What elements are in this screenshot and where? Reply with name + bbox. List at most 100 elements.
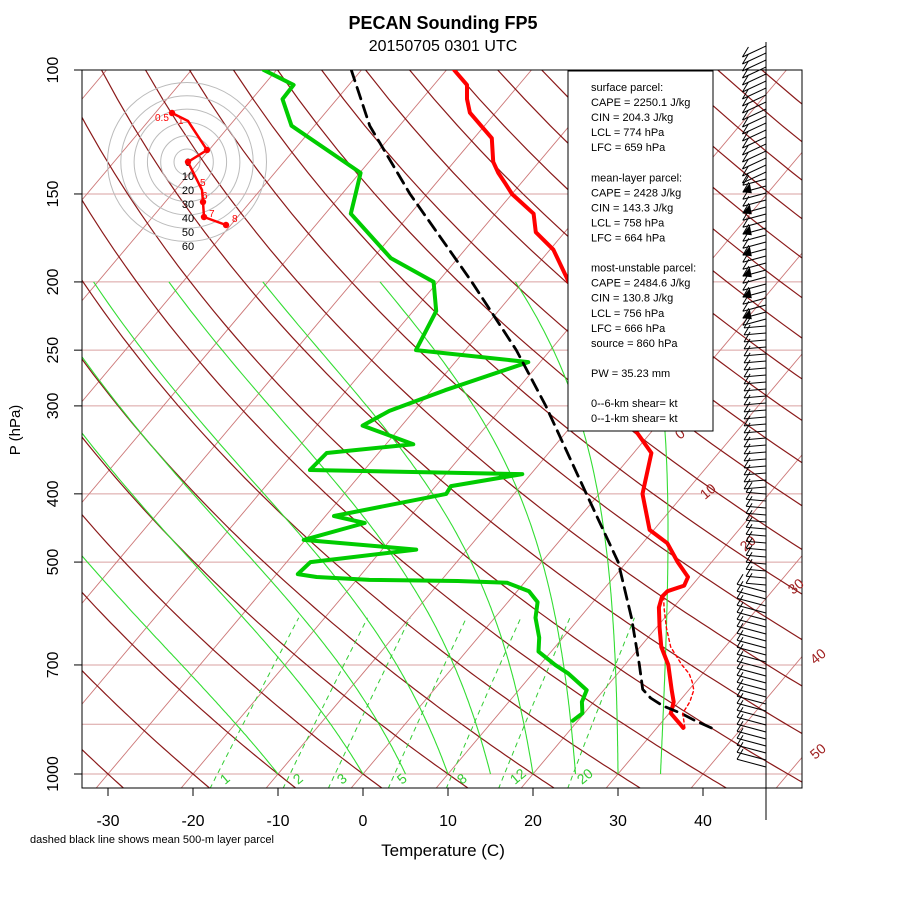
dewpoint-line — [264, 70, 587, 721]
wind-barb — [744, 452, 766, 454]
wind-barb — [744, 389, 766, 391]
hodograph-point — [223, 222, 229, 228]
hodograph-point-label: 0.5 — [155, 113, 169, 124]
hodograph-point-label: 6 — [202, 191, 208, 202]
mixing-ratio-line — [446, 618, 521, 789]
isotherm-line — [10, 70, 616, 789]
info-line: PW = 35.23 mm — [591, 368, 670, 380]
moist-adiabat — [263, 282, 533, 774]
wind-barb — [744, 375, 766, 377]
x-tick-label: -30 — [96, 813, 119, 830]
hodograph-point-label: 5 — [200, 178, 206, 189]
wind-barb — [744, 368, 766, 370]
hodograph-point-label: 1 — [178, 116, 184, 127]
x-tick-label: -20 — [181, 813, 204, 830]
x-axis-label: Temperature (C) — [381, 841, 505, 860]
wind-barb — [744, 438, 766, 440]
info-line: CIN = 204.3 J/kg — [591, 112, 673, 124]
wind-barb — [744, 361, 766, 363]
mixing-ratio-line — [388, 618, 466, 789]
y-axis-label: P (hPa) — [7, 405, 24, 456]
dry-adiabat — [850, 70, 900, 789]
mixing-ratio-label: 20 — [574, 765, 596, 787]
y-tick-label: 100 — [45, 57, 62, 84]
isotherm-label: 10 — [697, 480, 719, 502]
y-tick-label: 250 — [45, 337, 62, 364]
wind-barb — [744, 354, 766, 356]
isotherm-line — [860, 70, 900, 789]
mixing-ratio-label: 5 — [394, 770, 410, 787]
wind-barb — [744, 431, 766, 433]
isotherm-line — [0, 70, 191, 789]
mixing-ratio-line — [328, 618, 410, 789]
info-line: 0--1-km shear= kt — [591, 413, 678, 425]
mixing-ratio-line — [498, 618, 570, 789]
y-tick-label: 200 — [45, 268, 62, 295]
mixing-ratio-label: 1 — [217, 770, 233, 787]
footnote: dashed black line shows mean 500-m layer… — [30, 834, 274, 846]
info-line: CAPE = 2484.6 J/kg — [591, 278, 690, 290]
y-tick-label: 300 — [45, 392, 62, 419]
dry-adiabat — [894, 70, 900, 789]
x-tick-label: 0 — [359, 813, 368, 830]
y-tick-label: 150 — [45, 181, 62, 208]
dry-adiabat — [0, 70, 297, 789]
info-line: CAPE = 2250.1 J/kg — [591, 97, 690, 109]
wind-barb — [744, 466, 766, 468]
grid-layer — [0, 70, 900, 789]
dry-adiabat — [762, 70, 900, 789]
hodograph-point-label: 7 — [209, 209, 215, 220]
isotherm-line — [0, 70, 361, 789]
y-tick-label: 500 — [45, 549, 62, 576]
info-line: LCL = 756 hPa — [591, 308, 665, 320]
info-line: mean-layer parcel: — [591, 172, 682, 184]
x-tick-label: 30 — [609, 813, 627, 830]
wind-barb — [737, 759, 766, 767]
mixing-ratio-label: 3 — [334, 770, 350, 787]
x-tick-label: 10 — [439, 813, 457, 830]
wind-barb — [744, 487, 766, 489]
info-line: LFC = 666 hPa — [591, 323, 666, 335]
wind-barb — [737, 752, 766, 760]
x-tick-label: -10 — [266, 813, 289, 830]
hodograph-trace — [172, 113, 226, 225]
dry-adiabat — [146, 70, 900, 789]
mixing-ratio-line — [283, 618, 368, 789]
info-line: 0--6-km shear= kt — [591, 398, 678, 410]
dry-adiabat — [0, 70, 211, 789]
info-line: source = 860 hPa — [591, 338, 678, 350]
info-line: LCL = 758 hPa — [591, 217, 665, 229]
info-line: most-unstable parcel: — [591, 263, 696, 275]
dry-adiabat — [806, 70, 900, 789]
wind-barb — [744, 480, 766, 482]
hodograph-point — [169, 110, 175, 116]
dry-adiabat — [0, 70, 642, 789]
wind-barb — [744, 347, 766, 349]
isotherm-label: 40 — [807, 645, 829, 667]
hodograph-ring-label: 50 — [182, 227, 194, 239]
hodograph-ring-label: 60 — [182, 241, 194, 253]
mixing-ratio-label: 8 — [454, 770, 470, 787]
y-tick-label: 400 — [45, 480, 62, 507]
isotherm-line — [690, 70, 900, 789]
info-line: CAPE = 2428 J/kg — [591, 187, 681, 199]
isotherm-label: 30 — [785, 575, 807, 597]
moist-adiabat — [169, 282, 491, 774]
wind-barb — [744, 340, 766, 342]
wind-barb — [744, 417, 766, 419]
info-line: LFC = 659 hPa — [591, 142, 666, 154]
hodograph-ring-label: 30 — [182, 199, 194, 211]
chart-subtitle: 20150705 0301 UTC — [369, 38, 518, 55]
hodograph-point — [185, 159, 191, 165]
wind-barb — [746, 583, 766, 585]
mixing-ratio-line — [210, 618, 299, 789]
x-tick-label: 20 — [524, 813, 542, 830]
hodograph-point — [204, 147, 210, 153]
wind-barb — [744, 403, 766, 405]
y-tick-label: 700 — [45, 652, 62, 679]
wind-barb — [744, 326, 766, 328]
wind-barb — [744, 459, 766, 461]
